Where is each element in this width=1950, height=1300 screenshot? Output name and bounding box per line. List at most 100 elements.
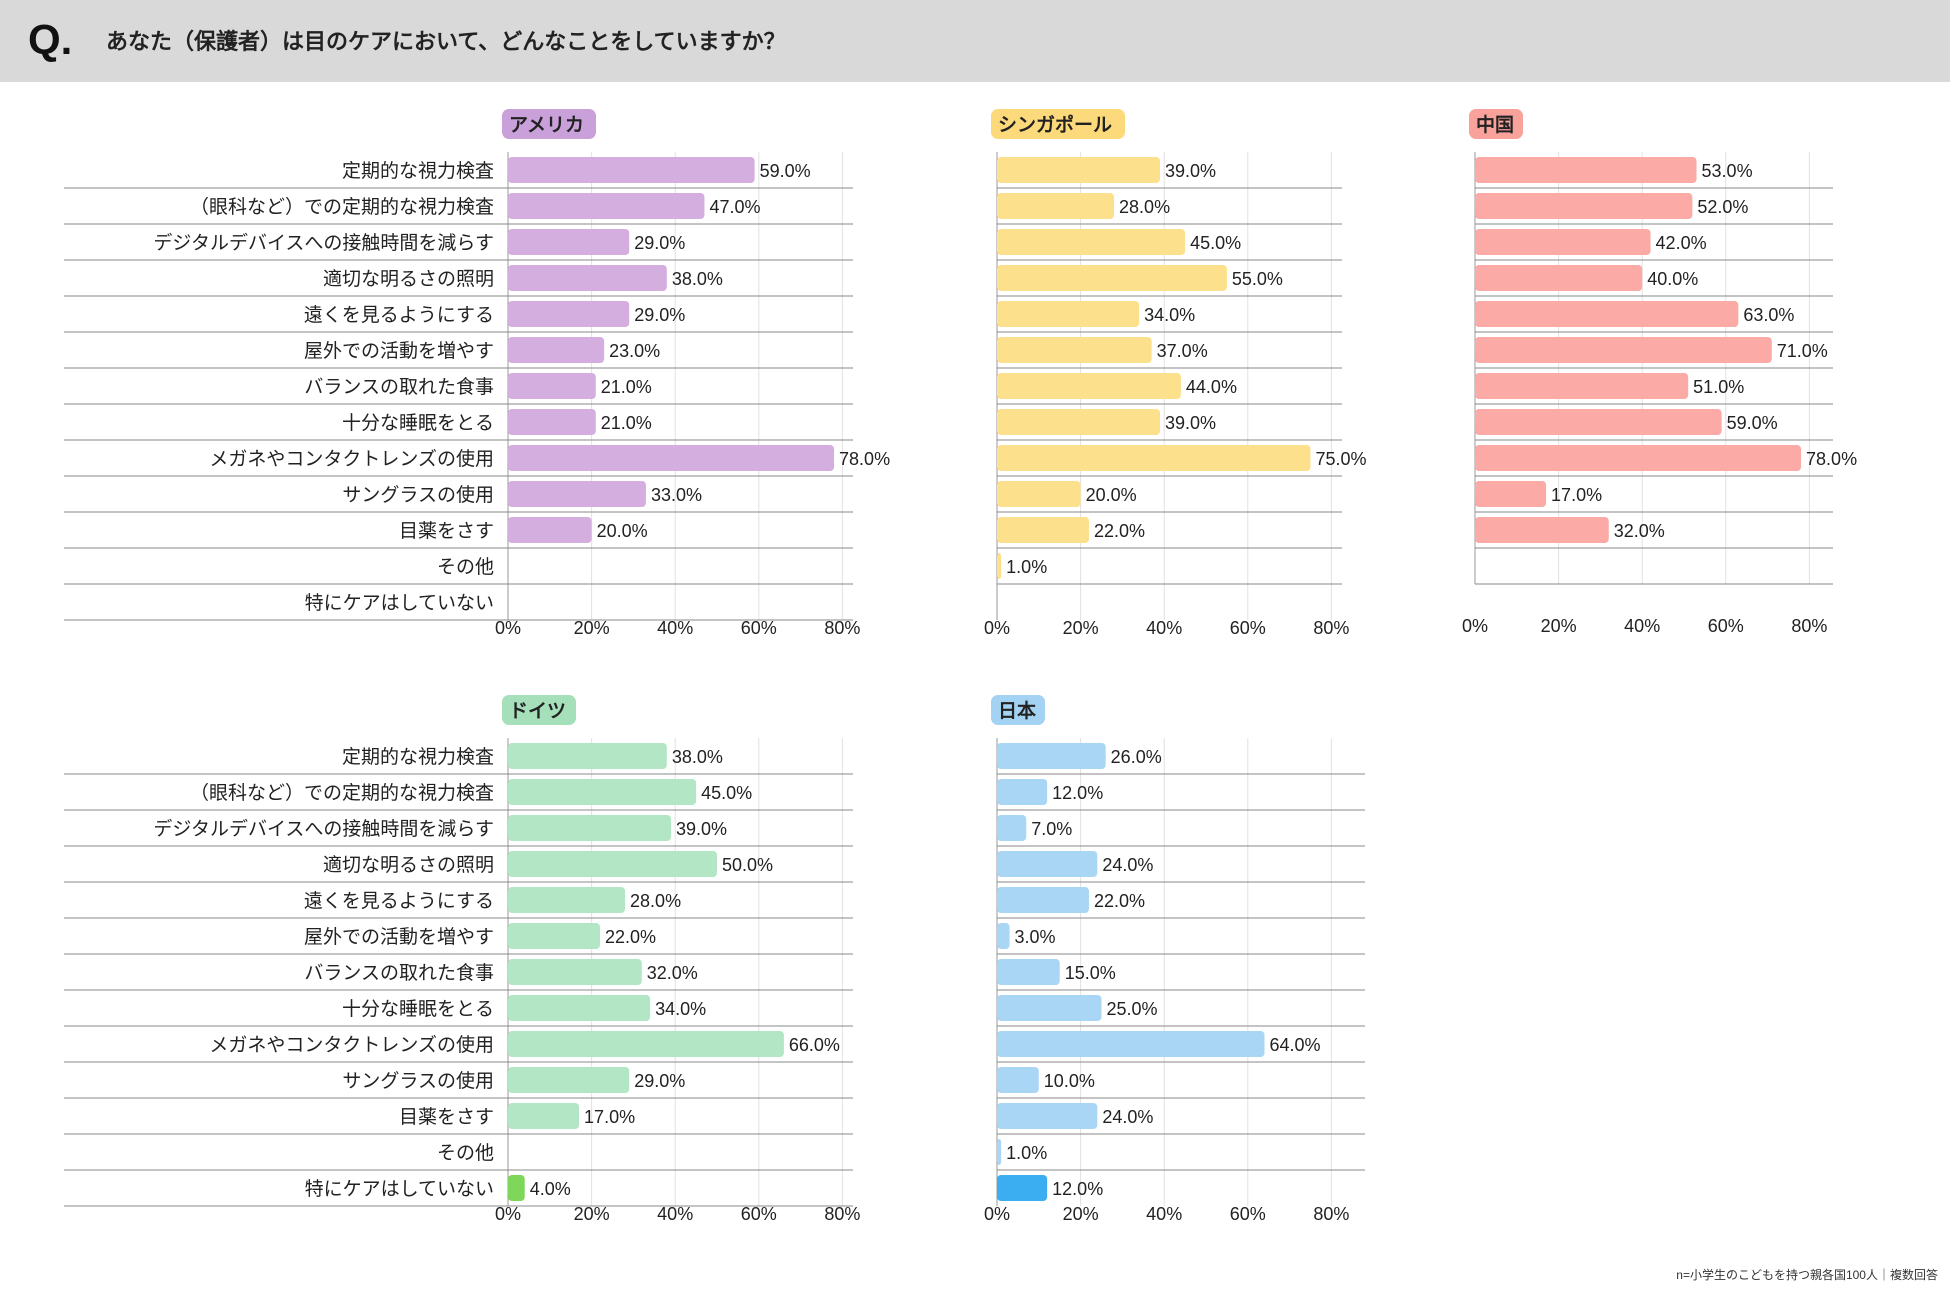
bar xyxy=(997,373,1181,399)
axis-tick-label: 80% xyxy=(1791,616,1827,636)
bar xyxy=(997,481,1081,507)
bar-value-label: 20.0% xyxy=(1086,485,1137,505)
bar-value-label: 24.0% xyxy=(1102,1107,1153,1127)
axis-tick-label: 0% xyxy=(495,618,521,638)
bar-value-label: 39.0% xyxy=(1165,161,1216,181)
category-label: 目薬をさす xyxy=(399,520,494,542)
bar xyxy=(508,265,667,291)
bar xyxy=(508,517,592,543)
bar xyxy=(997,887,1089,913)
bar-value-label: 7.0% xyxy=(1031,819,1072,839)
bar-value-label: 29.0% xyxy=(634,1071,685,1091)
bar-value-label: 21.0% xyxy=(601,413,652,433)
bar-value-label: 17.0% xyxy=(584,1107,635,1127)
footnote: n=小学生のこどもを持つ親各国100人｜複数回答 xyxy=(1676,1268,1938,1282)
bar xyxy=(997,923,1010,949)
category-label: バランスの取れた食事 xyxy=(304,962,494,984)
axis-tick-label: 40% xyxy=(657,618,693,638)
axis-tick-label: 60% xyxy=(1230,1204,1266,1224)
category-label: 屋外での活動を増やす xyxy=(304,926,494,948)
chart-title: 日本 xyxy=(998,699,1036,722)
bar-value-label: 1.0% xyxy=(1006,1143,1047,1163)
bar xyxy=(508,923,600,949)
bar xyxy=(508,1067,630,1093)
bar xyxy=(508,337,605,363)
bar-value-label: 64.0% xyxy=(1270,1035,1321,1055)
bar-value-label: 29.0% xyxy=(634,233,685,253)
axis-tick-label: 60% xyxy=(1230,618,1266,638)
bar-value-label: 55.0% xyxy=(1232,269,1283,289)
bar-value-label: 78.0% xyxy=(839,449,890,469)
bar-value-label: 28.0% xyxy=(1119,197,1170,217)
category-label: サングラスの使用 xyxy=(342,484,494,506)
bar-value-label: 12.0% xyxy=(1052,1179,1103,1199)
bar-value-label: 34.0% xyxy=(655,999,706,1019)
category-label: 遠くを見るようにする xyxy=(304,304,494,326)
bar xyxy=(997,553,1002,579)
chart-title: シンガポール xyxy=(998,113,1112,136)
bar xyxy=(997,1139,1002,1165)
bar-value-label: 44.0% xyxy=(1186,377,1237,397)
bar xyxy=(508,1103,580,1129)
category-label: 特にケアはしていない xyxy=(305,592,494,614)
chart-title-badge xyxy=(1469,109,1523,139)
bar-value-label: 63.0% xyxy=(1743,305,1794,325)
axis-tick-label: 20% xyxy=(1063,1204,1099,1224)
bar xyxy=(1475,373,1689,399)
bar-value-label: 45.0% xyxy=(1190,233,1241,253)
bar xyxy=(508,409,596,435)
bar-value-label: 22.0% xyxy=(605,927,656,947)
bar-value-label: 75.0% xyxy=(1316,449,1367,469)
axis-tick-label: 0% xyxy=(984,618,1010,638)
axis-tick-label: 20% xyxy=(574,1204,610,1224)
bar-value-label: 53.0% xyxy=(1702,161,1753,181)
bar-value-label: 45.0% xyxy=(701,783,752,803)
bar xyxy=(508,301,630,327)
bar-value-label: 12.0% xyxy=(1052,783,1103,803)
axis-tick-label: 0% xyxy=(495,1204,521,1224)
category-label: 屋外での活動を増やす xyxy=(304,340,494,362)
bar xyxy=(997,301,1140,327)
bar xyxy=(1475,337,1772,363)
axis-tick-label: 80% xyxy=(824,1204,860,1224)
bar xyxy=(1475,157,1697,183)
chart-title-badge xyxy=(991,109,1125,139)
axis-tick-label: 80% xyxy=(1313,618,1349,638)
bar xyxy=(508,887,626,913)
bar-value-label: 4.0% xyxy=(530,1179,571,1199)
bar-value-label: 32.0% xyxy=(647,963,698,983)
category-label: 適切な明るさの照明 xyxy=(323,268,494,290)
category-label: 定期的な視力検査 xyxy=(342,160,494,182)
bar xyxy=(997,157,1161,183)
bar xyxy=(508,959,642,985)
bar xyxy=(997,743,1106,769)
bar xyxy=(508,445,835,471)
chart-title: アメリカ xyxy=(509,114,584,136)
bar xyxy=(508,995,651,1021)
bar xyxy=(997,193,1115,219)
bar-value-label: 3.0% xyxy=(1015,927,1056,947)
bar xyxy=(508,1031,784,1057)
axis-tick-label: 40% xyxy=(1146,1204,1182,1224)
axis-tick-label: 0% xyxy=(1462,616,1488,636)
chart-title: ドイツ xyxy=(509,701,566,722)
bar xyxy=(997,409,1161,435)
bar xyxy=(1475,409,1722,435)
bar-value-label: 29.0% xyxy=(634,305,685,325)
axis-tick-label: 0% xyxy=(984,1204,1010,1224)
bar xyxy=(508,815,672,841)
axis-tick-label: 40% xyxy=(657,1204,693,1224)
category-label: 十分な睡眠をとる xyxy=(342,412,494,434)
axis-tick-label: 60% xyxy=(741,618,777,638)
question-mark-label: Q. xyxy=(28,16,73,63)
bar xyxy=(508,373,596,399)
chart-title-badge xyxy=(502,109,596,139)
category-label: メガネやコンタクトレンズの使用 xyxy=(209,1034,494,1056)
bar-value-label: 33.0% xyxy=(651,485,702,505)
bar xyxy=(508,779,697,805)
bar-value-label: 38.0% xyxy=(672,747,723,767)
question-text: あなた（保護者）は目のケアにおいて、どんなことをしていますか？ xyxy=(106,29,786,54)
bar-value-label: 10.0% xyxy=(1044,1071,1095,1091)
chart-title-badge xyxy=(991,695,1045,725)
axis-tick-label: 60% xyxy=(1708,616,1744,636)
